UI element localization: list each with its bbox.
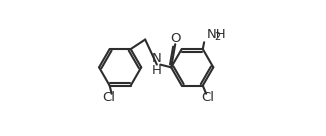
Text: Cl: Cl bbox=[202, 91, 215, 104]
Text: N
H: N H bbox=[152, 52, 162, 77]
Text: O: O bbox=[170, 32, 181, 45]
Text: Cl: Cl bbox=[102, 91, 115, 104]
Text: 2: 2 bbox=[214, 32, 221, 42]
Text: NH: NH bbox=[207, 28, 227, 41]
